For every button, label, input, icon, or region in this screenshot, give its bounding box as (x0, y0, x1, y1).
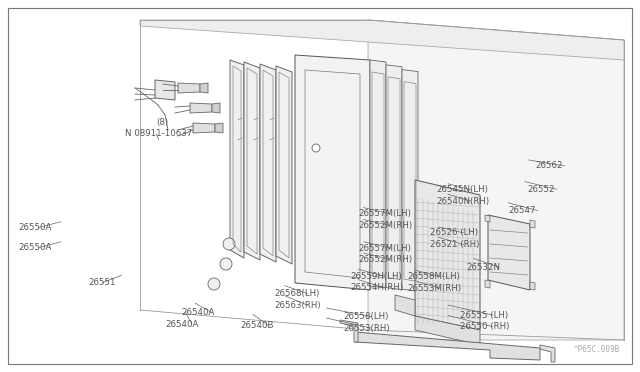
Polygon shape (485, 215, 490, 222)
Text: 26545N(LH): 26545N(LH) (436, 185, 488, 194)
Polygon shape (415, 180, 480, 330)
Text: 26553M(RH): 26553M(RH) (407, 284, 461, 293)
Text: 26540N(RH): 26540N(RH) (436, 197, 490, 206)
Polygon shape (200, 83, 208, 93)
Text: 26532N: 26532N (466, 263, 500, 272)
Polygon shape (230, 60, 244, 258)
Polygon shape (178, 83, 200, 93)
Text: 26553(RH): 26553(RH) (343, 324, 390, 333)
Polygon shape (370, 60, 386, 288)
Text: 26562: 26562 (535, 161, 563, 170)
Polygon shape (488, 215, 530, 290)
Text: ^P65C.009B: ^P65C.009B (573, 345, 620, 354)
Text: 26540A: 26540A (165, 320, 198, 329)
Polygon shape (193, 123, 215, 133)
Text: 26547: 26547 (508, 206, 536, 215)
Text: 26540B: 26540B (241, 321, 274, 330)
Text: 26554H(RH): 26554H(RH) (351, 283, 404, 292)
Text: N 08911-10637: N 08911-10637 (125, 129, 193, 138)
Polygon shape (190, 103, 212, 113)
Polygon shape (402, 70, 418, 291)
Text: 26563(RH): 26563(RH) (274, 301, 321, 310)
Text: 26557M(LH): 26557M(LH) (358, 209, 412, 218)
Polygon shape (140, 20, 624, 60)
Text: 26552M(RH): 26552M(RH) (358, 221, 413, 230)
Polygon shape (530, 282, 535, 290)
Text: 26540A: 26540A (182, 308, 215, 317)
Polygon shape (244, 62, 260, 260)
Polygon shape (340, 320, 358, 342)
Text: 26551: 26551 (88, 278, 116, 287)
Text: 26521 (RH): 26521 (RH) (430, 240, 479, 249)
Text: 26568(LH): 26568(LH) (274, 289, 319, 298)
Text: 26558M(LH): 26558M(LH) (407, 272, 460, 281)
Polygon shape (215, 123, 223, 133)
Text: 26550A: 26550A (18, 223, 51, 232)
Text: 26526 (LH): 26526 (LH) (430, 228, 478, 237)
Polygon shape (155, 80, 175, 100)
Polygon shape (355, 332, 540, 360)
Circle shape (223, 238, 235, 250)
Text: 26552: 26552 (527, 185, 555, 194)
Circle shape (208, 278, 220, 290)
Polygon shape (395, 295, 415, 316)
Text: 26555 (LH): 26555 (LH) (460, 311, 508, 320)
Circle shape (312, 144, 320, 152)
Circle shape (220, 258, 232, 270)
Text: 26550 (RH): 26550 (RH) (460, 322, 509, 331)
Text: 26550A: 26550A (18, 243, 51, 252)
Text: 26552M(RH): 26552M(RH) (358, 255, 413, 264)
Polygon shape (260, 64, 276, 262)
Polygon shape (485, 280, 490, 288)
Polygon shape (295, 55, 370, 290)
Polygon shape (368, 20, 624, 340)
Polygon shape (212, 103, 220, 113)
Text: 26557M(LH): 26557M(LH) (358, 244, 412, 253)
Text: 26558(LH): 26558(LH) (343, 312, 388, 321)
Polygon shape (540, 345, 555, 362)
Polygon shape (415, 316, 480, 345)
Text: 26559H(LH): 26559H(LH) (351, 272, 403, 280)
Polygon shape (276, 66, 292, 264)
Polygon shape (386, 65, 402, 289)
Polygon shape (530, 220, 535, 228)
Text: (8): (8) (156, 118, 168, 127)
